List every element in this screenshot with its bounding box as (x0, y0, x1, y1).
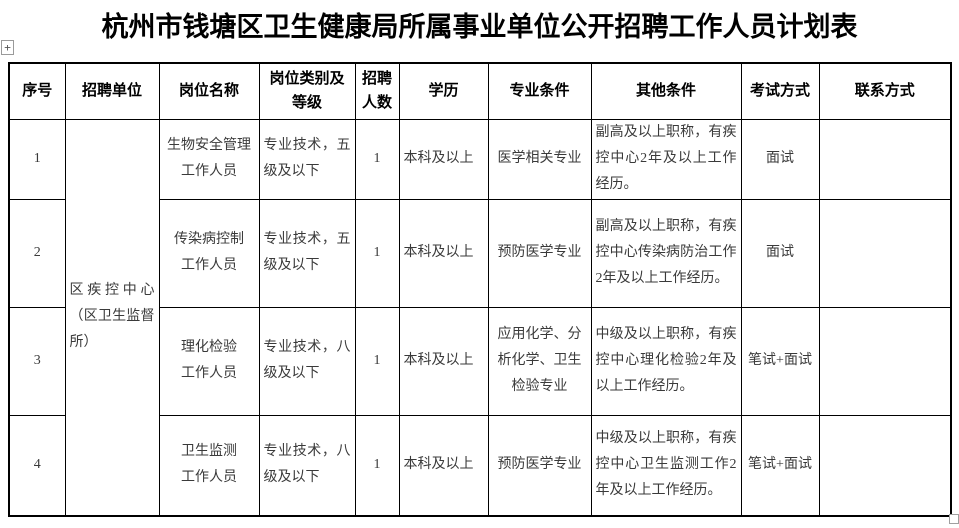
cell-contact (818, 306, 952, 416)
cell-major: 应用化学、分析化学、卫生检验专业 (487, 306, 592, 416)
table-row: 3 理化检验 工作人员 专业技术，八级及以下 1 本科及以上 应用化学、分析化学… (8, 306, 952, 416)
col-header-post: 岗位名称 (158, 62, 260, 120)
cell-major: 预防医学专业 (487, 414, 592, 517)
table-move-handle[interactable]: + (1, 40, 14, 55)
cell-major: 预防医学专业 (487, 198, 592, 308)
cell-count: 1 (354, 306, 400, 416)
cell-other: 副高及以上职称，有疾控中心传染病防治工作2年及以上工作经历。 (590, 198, 742, 308)
cell-post: 卫生监测 工作人员 (158, 414, 260, 517)
col-header-contact: 联系方式 (818, 62, 952, 120)
recruitment-plan-table: 序号 招聘单位 岗位名称 岗位类别及等级 招聘人数 学历 专业条件 其他条件 考… (8, 62, 952, 517)
table-row: 4 卫生监测 工作人员 专业技术，八级及以下 1 本科及以上 预防医学专业 中级… (8, 414, 952, 517)
col-header-count: 招聘人数 (354, 62, 400, 120)
cell-major: 医学相关专业 (487, 118, 592, 200)
col-header-index: 序号 (8, 62, 66, 120)
cell-other: 中级及以上职称，有疾控中心理化检验2年及以上工作经历。 (590, 306, 742, 416)
cell-exam: 笔试+面试 (740, 414, 820, 517)
cell-category: 专业技术，五级及以下 (258, 198, 356, 308)
cell-education: 本科及以上 (398, 198, 489, 308)
col-header-major: 专业条件 (487, 62, 592, 120)
cell-index: 1 (8, 118, 66, 200)
cell-post: 生物安全管理 工作人员 (158, 118, 260, 200)
col-header-other: 其他条件 (590, 62, 742, 120)
cell-category: 专业技术，五级及以下 (258, 118, 356, 200)
plus-icon: + (4, 41, 11, 54)
col-header-exam: 考试方式 (740, 62, 820, 120)
cell-post: 传染病控制 工作人员 (158, 198, 260, 308)
cell-post: 理化检验 工作人员 (158, 306, 260, 416)
cell-other: 副高及以上职称，有疾控中心2年及以上工作经历。 (590, 118, 742, 200)
table-row: 1 区疾控中心（区卫生监督所） 生物安全管理 工作人员 专业技术，五级及以下 1… (8, 118, 952, 517)
cell-contact (818, 198, 952, 308)
cell-exam: 笔试+面试 (740, 306, 820, 416)
col-header-unit: 招聘单位 (64, 62, 160, 120)
cell-count: 1 (354, 118, 400, 200)
cell-education: 本科及以上 (398, 118, 489, 200)
table-row: 2 传染病控制 工作人员 专业技术，五级及以下 1 本科及以上 预防医学专业 副… (8, 198, 952, 308)
cell-exam: 面试 (740, 118, 820, 200)
cell-unit-merged: 区疾控中心（区卫生监督所） (64, 118, 160, 517)
cell-count: 1 (354, 198, 400, 308)
cell-index: 2 (8, 198, 66, 308)
header-row: 序号 招聘单位 岗位名称 岗位类别及等级 招聘人数 学历 专业条件 其他条件 考… (8, 62, 952, 120)
cell-education: 本科及以上 (398, 306, 489, 416)
col-header-category: 岗位类别及等级 (258, 62, 356, 120)
cell-contact (818, 414, 952, 517)
cell-index: 4 (8, 414, 66, 517)
table-resize-handle[interactable] (949, 514, 959, 524)
cell-count: 1 (354, 414, 400, 517)
cell-contact (818, 118, 952, 200)
col-header-education: 学历 (398, 62, 489, 120)
cell-exam: 面试 (740, 198, 820, 308)
page-title: 杭州市钱塘区卫生健康局所属事业单位公开招聘工作人员计划表 (101, 12, 858, 42)
cell-education: 本科及以上 (398, 414, 489, 517)
cell-other: 中级及以上职称，有疾控中心卫生监测工作2年及以上工作经历。 (590, 414, 742, 517)
cell-category: 专业技术，八级及以下 (258, 414, 356, 517)
cell-index: 3 (8, 306, 66, 416)
cell-category: 专业技术，八级及以下 (258, 306, 356, 416)
